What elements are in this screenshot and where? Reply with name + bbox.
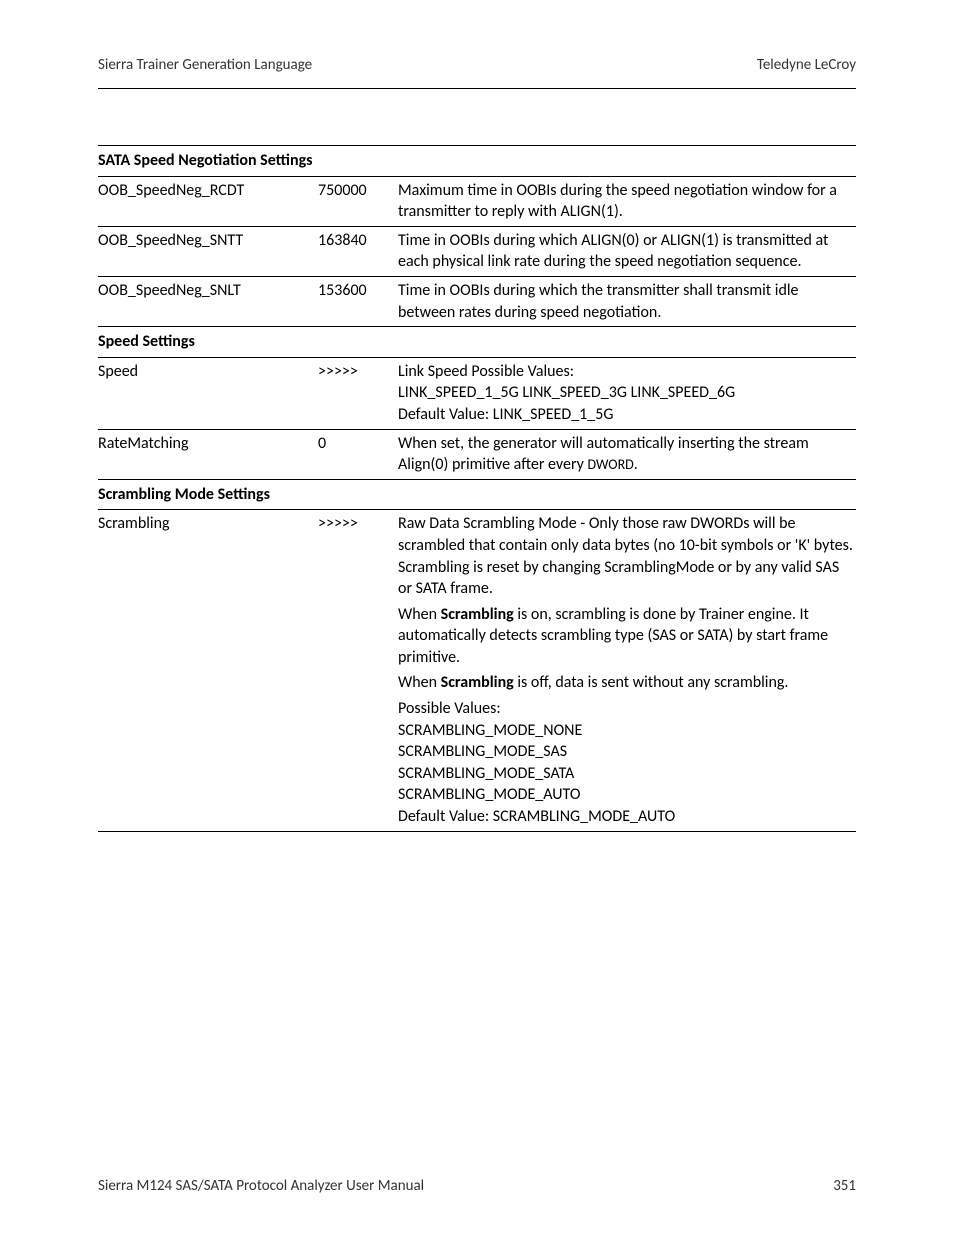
description-block: When set, the generator will automatical… <box>398 433 856 476</box>
setting-name: Scrambling <box>98 510 318 831</box>
section-title: Scrambling Mode Settings <box>98 479 856 510</box>
description-block: When Scrambling is off, data is sent wit… <box>398 672 856 694</box>
table-row: Speed>>>>>Link Speed Possible Values:LIN… <box>98 357 856 429</box>
setting-value: 0 <box>318 429 398 479</box>
table-row: OOB_SpeedNeg_SNLT153600Time in OOBIs dur… <box>98 276 856 326</box>
setting-value: >>>>> <box>318 357 398 429</box>
setting-name: OOB_SpeedNeg_SNTT <box>98 226 318 276</box>
section-title: Speed Settings <box>98 327 856 358</box>
footer-left: Sierra M124 SAS/SATA Protocol Analyzer U… <box>98 1177 424 1195</box>
page-footer: Sierra M124 SAS/SATA Protocol Analyzer U… <box>98 1177 856 1195</box>
description-block: Link Speed Possible Values:LINK_SPEED_1_… <box>398 361 856 426</box>
section-header-row: Scrambling Mode Settings <box>98 479 856 510</box>
setting-description: Maximum time in OOBIs during the speed n… <box>398 176 856 226</box>
table-row: Scrambling>>>>>Raw Data Scrambling Mode … <box>98 510 856 831</box>
page-header: Sierra Trainer Generation Language Teled… <box>98 56 856 89</box>
section-header-row: SATA Speed Negotiation Settings <box>98 146 856 177</box>
setting-description: When set, the generator will automatical… <box>398 429 856 479</box>
table-row: OOB_SpeedNeg_RCDT750000Maximum time in O… <box>98 176 856 226</box>
header-right: Teledyne LeCroy <box>757 56 856 74</box>
setting-value: 163840 <box>318 226 398 276</box>
setting-value: 750000 <box>318 176 398 226</box>
description-block: Time in OOBIs during which the transmitt… <box>398 280 856 323</box>
setting-name: OOB_SpeedNeg_RCDT <box>98 176 318 226</box>
section-header-row: Speed Settings <box>98 327 856 358</box>
setting-description: Time in OOBIs during which ALIGN(0) or A… <box>398 226 856 276</box>
description-block: Maximum time in OOBIs during the speed n… <box>398 180 856 223</box>
setting-name: RateMatching <box>98 429 318 479</box>
description-block: Possible Values:SCRAMBLING_MODE_NONESCRA… <box>398 698 856 828</box>
setting-description: Raw Data Scrambling Mode - Only those ra… <box>398 510 856 831</box>
description-block: Raw Data Scrambling Mode - Only those ra… <box>398 513 856 599</box>
table-row: RateMatching0When set, the generator wil… <box>98 429 856 479</box>
header-left: Sierra Trainer Generation Language <box>98 56 312 74</box>
description-block: Time in OOBIs during which ALIGN(0) or A… <box>398 230 856 273</box>
section-title: SATA Speed Negotiation Settings <box>98 146 856 177</box>
setting-name: Speed <box>98 357 318 429</box>
setting-value: >>>>> <box>318 510 398 831</box>
setting-value: 153600 <box>318 276 398 326</box>
description-block: When Scrambling is on, scrambling is don… <box>398 604 856 669</box>
setting-description: Time in OOBIs during which the transmitt… <box>398 276 856 326</box>
table-row: OOB_SpeedNeg_SNTT163840Time in OOBIs dur… <box>98 226 856 276</box>
setting-description: Link Speed Possible Values:LINK_SPEED_1_… <box>398 357 856 429</box>
settings-table: SATA Speed Negotiation SettingsOOB_Speed… <box>98 145 856 832</box>
setting-name: OOB_SpeedNeg_SNLT <box>98 276 318 326</box>
footer-right: 351 <box>833 1177 856 1195</box>
